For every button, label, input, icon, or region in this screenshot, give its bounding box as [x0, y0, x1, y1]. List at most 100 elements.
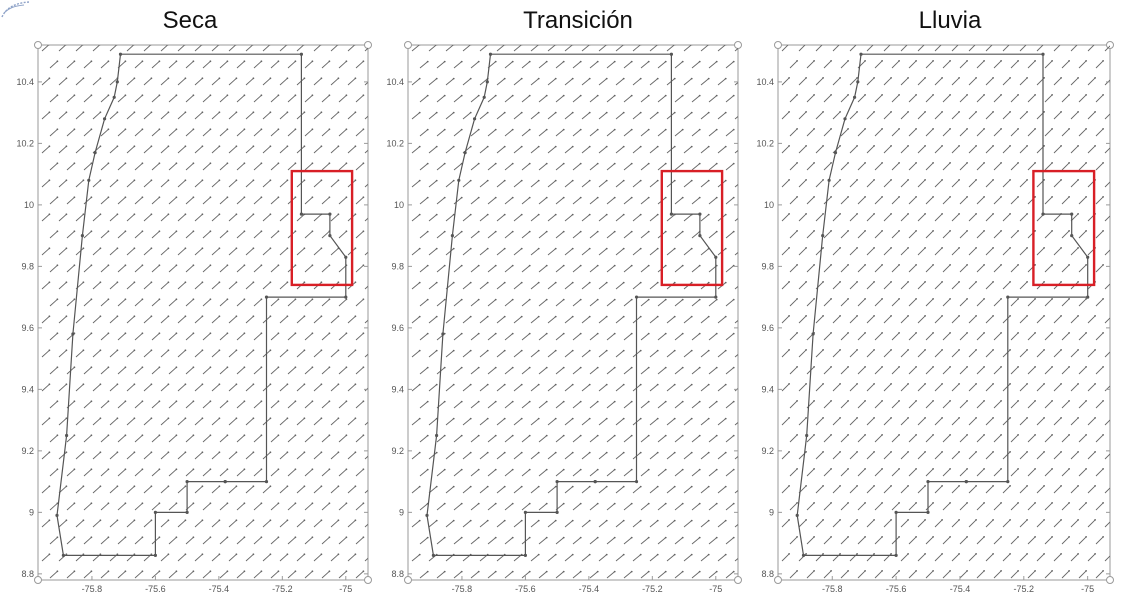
field-arrow [547, 78, 556, 86]
field-arrow-head [673, 145, 676, 148]
field-arrow-head [856, 417, 858, 419]
field-arrow [411, 350, 420, 358]
field-arrow [649, 384, 658, 392]
field-arrow [462, 282, 471, 290]
field-arrow-head [630, 162, 633, 165]
field-arrow [117, 536, 126, 545]
field-arrow-head [1077, 315, 1079, 317]
field-arrow [615, 214, 624, 222]
field-arrow [151, 502, 160, 511]
field-arrow-head [898, 127, 900, 130]
field-arrow-head [116, 553, 119, 556]
field-arrow-head [732, 230, 735, 233]
field-arrow [75, 485, 84, 494]
field-arrow-head [822, 179, 824, 181]
field-arrow-head [1068, 127, 1070, 130]
field-arrow-head [562, 400, 565, 403]
field-arrow [228, 519, 237, 528]
field-arrow-head [562, 366, 565, 369]
field-arrow-head [252, 111, 255, 114]
field-arrow [623, 333, 632, 341]
field-arrow [649, 452, 658, 460]
field-arrow [219, 468, 228, 477]
field-arrow [951, 417, 960, 426]
field-arrow-head [260, 434, 263, 437]
field-arrow-head [345, 128, 348, 131]
field-arrow-head [90, 468, 93, 471]
field-arrow-head [452, 111, 455, 114]
field-arrow-head [337, 553, 340, 556]
field-arrow-head [1051, 264, 1053, 266]
field-arrow-head [337, 417, 340, 420]
field-arrow [640, 367, 649, 375]
field-arrow-head [571, 45, 574, 46]
field-arrow-head [788, 451, 790, 453]
boundary-vertex [843, 117, 847, 121]
field-arrow-head [571, 553, 574, 556]
field-arrow [555, 299, 564, 307]
field-arrow-head [639, 349, 642, 352]
field-arrow-head [328, 94, 331, 97]
boundary-vertex [344, 295, 348, 299]
field-arrow [815, 485, 824, 494]
field-arrow [900, 213, 909, 222]
field-arrow [428, 418, 437, 426]
field-arrow-head [941, 349, 943, 351]
field-arrow [109, 315, 118, 324]
field-arrow-head [924, 349, 926, 351]
field-arrow [683, 214, 692, 222]
field-arrow [236, 570, 245, 579]
field-arrow-head [477, 128, 480, 131]
field-arrow [555, 265, 564, 273]
field-arrow [262, 145, 271, 154]
field-arrow [934, 281, 943, 290]
field-arrow-head [303, 417, 306, 420]
field-arrow-head [362, 434, 365, 437]
field-arrow [547, 350, 556, 358]
field-arrow-head [839, 247, 841, 249]
field-arrow-head [269, 485, 272, 488]
field-arrow-head [1034, 127, 1036, 130]
field-arrow [823, 536, 832, 545]
field-arrow [1044, 332, 1053, 341]
y-tick-label: 10.2 [16, 138, 34, 148]
field-arrow [823, 162, 832, 171]
field-arrow-head [124, 332, 127, 335]
field-arrow-head [218, 179, 221, 182]
field-arrow [725, 367, 734, 375]
field-arrow [1061, 298, 1070, 307]
field-arrow [504, 435, 513, 443]
field-arrow [313, 213, 322, 222]
field-arrow-head [1077, 281, 1079, 283]
field-arrow [134, 162, 143, 171]
field-arrow-head [605, 383, 608, 386]
field-arrow [117, 162, 126, 171]
field-arrow-head [656, 45, 659, 46]
field-arrow-head [418, 383, 421, 386]
field-arrow-head [452, 349, 455, 352]
field-arrow [725, 61, 734, 69]
field-arrow-head [813, 162, 815, 164]
field-arrow-head [311, 502, 314, 505]
field-arrow [177, 485, 186, 494]
field-arrow-head [898, 366, 900, 368]
field-arrow-head [805, 485, 807, 487]
field-arrow [874, 502, 883, 511]
field-arrow-head [65, 383, 68, 386]
field-arrow [666, 486, 675, 494]
field-arrow [296, 179, 305, 188]
field-arrow [1061, 536, 1070, 545]
field-arrow [917, 553, 926, 562]
field-arrow [815, 213, 824, 222]
field-arrow-head [1094, 451, 1096, 453]
field-arrow-head [856, 179, 858, 181]
field-arrow-head [235, 213, 238, 216]
field-arrow-head [864, 94, 866, 96]
field-arrow-head [545, 400, 548, 403]
field-arrow [228, 315, 237, 324]
field-arrow-head [73, 128, 76, 131]
field-arrow-head [537, 349, 540, 352]
field-arrow [840, 366, 849, 375]
field-arrow-head [452, 77, 455, 80]
field-arrow [1104, 317, 1110, 324]
